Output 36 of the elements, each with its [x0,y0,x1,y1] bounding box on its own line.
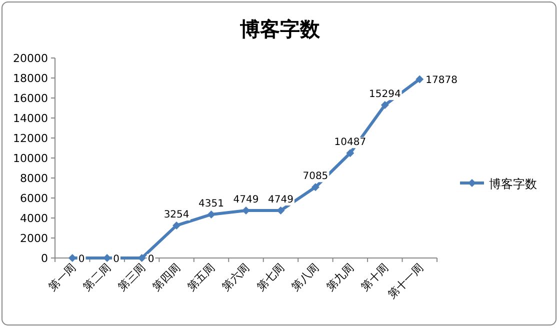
data-label: 4351 [198,198,224,210]
y-tick-label: 0 [41,252,48,265]
data-label: 10487 [334,137,366,148]
y-tick-label: 8000 [20,172,48,185]
x-tick-label: 第八周 [289,260,322,294]
point [207,210,216,218]
legend-label: 博客字数 [489,177,537,191]
x-tick-label: 第六周 [220,260,252,294]
data-label: 4749 [268,194,294,206]
data-label: 15294 [369,89,401,100]
x-tick-label: 第九周 [324,260,356,294]
x-tick-label: 第一周 [46,260,78,294]
point [172,221,181,230]
data-label: 7085 [302,171,328,182]
y-tick-label: 2000 [20,232,48,245]
data-label: 17878 [426,75,458,86]
data-label: 0 [113,254,120,265]
data-label: 3254 [164,209,190,220]
data-label: 4749 [233,194,259,206]
data-label: 0 [148,254,154,265]
data-label: 0 [78,254,85,265]
y-tick-label: 18000 [13,72,48,85]
point [380,101,389,110]
y-tick-label: 10000 [13,152,48,165]
y-tick-label: 6000 [20,192,48,205]
x-tick-label: 第五周 [184,260,218,294]
y-tick-label: 14000 [13,112,48,125]
point [311,183,320,192]
chart-title: 博客字数 [239,17,321,41]
y-tick-label: 4000 [20,212,48,225]
point [346,149,354,158]
point [416,75,424,84]
y-tick-label: 16000 [13,92,48,105]
y-tick-label: 12000 [13,132,48,145]
y-tick-label: 20000 [13,52,48,65]
x-tick-label: 第七周 [254,260,287,294]
